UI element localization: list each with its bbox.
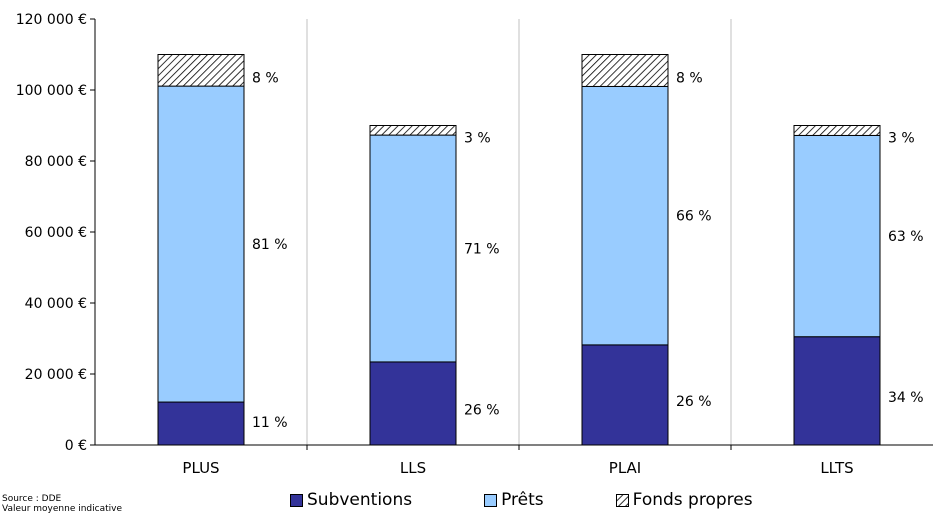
percent-label: 3 % bbox=[464, 130, 491, 146]
legend-label-subventions: Subventions bbox=[307, 490, 413, 510]
y-tick-labels: 0 € 20 000 € 40 000 € 60 000 € 80 000 € 100 0… bbox=[16, 12, 87, 454]
legend-swatch-fonds-propres bbox=[615, 493, 629, 507]
y-tick-label: 60 000 € bbox=[25, 225, 87, 241]
y-tick-label: 40 000 € bbox=[25, 296, 87, 312]
bar-segment-fonds-propres bbox=[157, 54, 245, 87]
bar-segment-pr-ts bbox=[793, 134, 881, 338]
y-tick-label: 120 000 € bbox=[16, 12, 87, 28]
percent-label: 26 % bbox=[676, 394, 712, 410]
percent-label: 66 % bbox=[676, 209, 712, 225]
bar-segment-subventions bbox=[581, 344, 669, 446]
percent-label: 81 % bbox=[252, 237, 288, 253]
category-labels: PLUS LLS PLAI LLTS bbox=[182, 459, 853, 477]
percent-label: 3 % bbox=[888, 130, 915, 146]
bar-segment-pr-ts bbox=[369, 134, 457, 363]
category-label: PLUS bbox=[182, 459, 219, 477]
source-note: Source : DDE Valeur moyenne indicative bbox=[2, 494, 122, 514]
bar-segment-pr-ts bbox=[157, 85, 245, 403]
category-label: LLS bbox=[400, 459, 426, 477]
y-tick-label: 20 000 € bbox=[25, 367, 87, 383]
bars bbox=[157, 54, 881, 446]
legend-swatch-subventions bbox=[290, 493, 303, 507]
bar-segment-fonds-propres bbox=[793, 125, 881, 136]
y-tick-label: 100 000 € bbox=[16, 83, 87, 99]
bar-segment-fonds-propres bbox=[581, 54, 669, 87]
bar-segment-pr-ts bbox=[581, 85, 669, 346]
legend-label-fonds-propres: Fonds propres bbox=[632, 490, 753, 510]
chart: 0 € 20 000 € 40 000 € 60 000 € 80 000 € 100 0… bbox=[16, 12, 933, 477]
legend-swatch-prets bbox=[484, 493, 498, 507]
y-tick-label: 80 000 € bbox=[25, 154, 87, 170]
bar-segment-subventions bbox=[157, 401, 245, 446]
percent-label: 8 % bbox=[676, 70, 703, 86]
percent-label: 26 % bbox=[464, 402, 500, 418]
bar-segment-subventions bbox=[369, 361, 457, 446]
bar-segment-subventions bbox=[793, 336, 881, 446]
percent-label: 71 % bbox=[464, 242, 500, 258]
percent-label: 11 % bbox=[252, 415, 288, 431]
category-label: PLAI bbox=[609, 459, 641, 477]
legend-item-prets: Prêts bbox=[484, 490, 544, 510]
percent-label: 63 % bbox=[888, 229, 924, 245]
y-tick-label: 0 € bbox=[65, 438, 87, 454]
percent-label: 34 % bbox=[888, 390, 924, 406]
source-detail-line: Valeur moyenne indicative bbox=[2, 504, 122, 514]
grid-lines bbox=[306, 19, 732, 445]
legend-item-subventions: Subventions bbox=[290, 490, 412, 510]
percent-label: 8 % bbox=[252, 70, 279, 86]
bar-segment-fonds-propres bbox=[369, 125, 457, 136]
legend: Subventions Prêts Fonds propres bbox=[290, 490, 825, 510]
legend-label-prets: Prêts bbox=[501, 490, 544, 510]
percent-labels: 11 % 81 % 8 % 26 % 71 % 3 % 26 % 66 % 8 % 34 % 63 … bbox=[252, 70, 924, 431]
category-label: LLTS bbox=[820, 459, 853, 477]
source-line: Source : DDE bbox=[2, 494, 62, 504]
legend-item-fonds-propres: Fonds propres bbox=[615, 490, 753, 510]
